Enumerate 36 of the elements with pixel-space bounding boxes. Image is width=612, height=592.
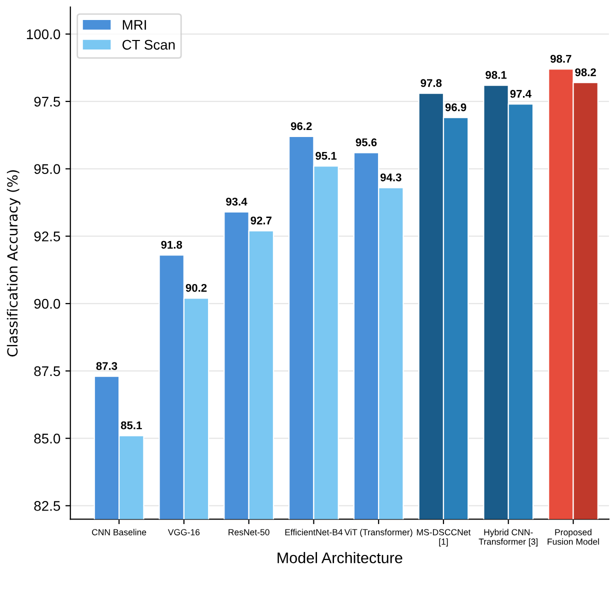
data-label: 90.2	[186, 284, 207, 292]
y-tick-label: 97.5	[34, 96, 60, 107]
y-tick-label: 100.0	[26, 29, 60, 40]
y-tick-label: 87.5	[34, 366, 60, 376]
data-label: 93.4	[226, 198, 248, 206]
x-tick-label: MS-DSCCNet [1]	[416, 529, 471, 546]
x-tick-label: CNN Baseline	[92, 528, 146, 536]
data-label: 95.1	[316, 152, 337, 160]
data-label: 95.6	[356, 138, 377, 146]
y-axis-title: Classification Accuracy (%)	[6, 170, 20, 356]
y-tick-label: 92.5	[34, 232, 60, 242]
x-tick-label: ResNet-50	[228, 529, 270, 536]
x-tick-label: Proposed Fusion Model	[548, 528, 599, 545]
data-label: 98.7	[550, 54, 572, 63]
y-tick-label: 90.0	[34, 298, 60, 309]
legend-label: CT Scan	[122, 40, 175, 50]
data-label: 97.8	[420, 79, 442, 87]
data-label: 98.2	[575, 68, 596, 76]
y-tick-label: 95.0	[34, 164, 60, 174]
x-axis-title: Model Architecture	[278, 552, 402, 564]
y-tick-label: 85.0	[34, 434, 60, 444]
data-label: 91.8	[161, 240, 182, 249]
data-label: 87.3	[96, 362, 118, 370]
x-tick-label: ViT (Transformer)	[344, 528, 412, 538]
data-label: 94.3	[380, 173, 402, 182]
data-label: 92.7	[250, 216, 272, 224]
x-tick-label: EfficientNet-B4	[285, 528, 343, 536]
data-label: 96.2	[290, 122, 312, 130]
data-label: 96.9	[445, 103, 466, 112]
data-label: 97.4	[510, 90, 532, 98]
legend-label: MRI	[122, 20, 146, 30]
data-label: 85.1	[120, 421, 142, 430]
data-label: 98.1	[486, 71, 507, 79]
y-tick-label: 82.5	[34, 501, 60, 511]
x-tick-label: VGG-16	[168, 529, 200, 536]
x-tick-label: Hybrid CNN- Transformer [3]	[478, 528, 538, 546]
